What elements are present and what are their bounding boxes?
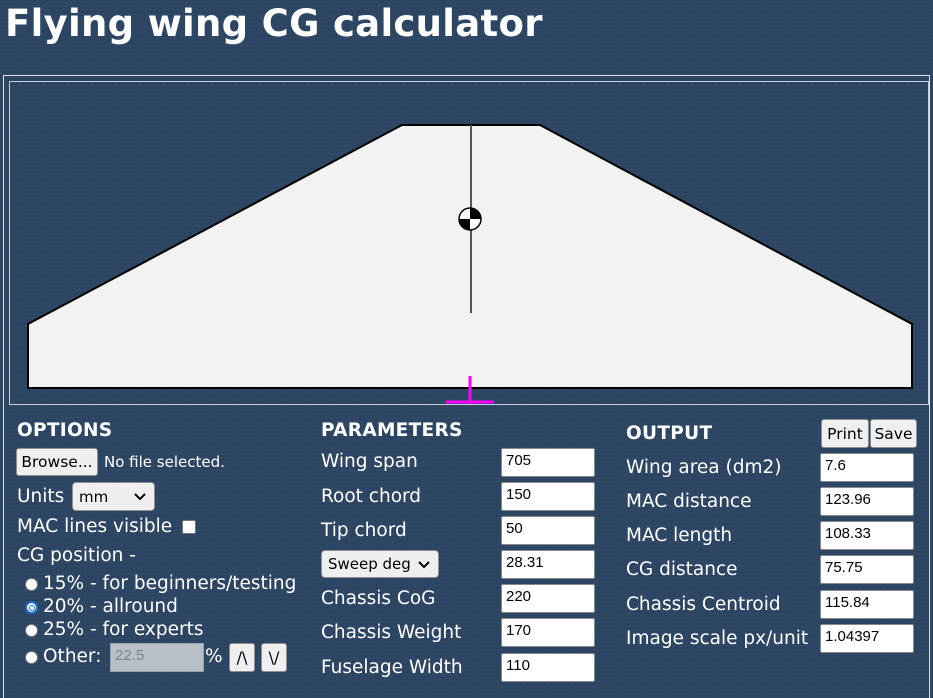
sweep-select-label: Sweep deg <box>328 555 411 573</box>
wing-span-input[interactable]: 705 <box>501 448 595 477</box>
fuselage-width-input[interactable]: 110 <box>501 653 595 682</box>
cg-radio-other[interactable] <box>25 651 38 664</box>
cg-down-button[interactable]: \/ <box>261 643 287 672</box>
chassis-cog-label: Chassis CoG <box>321 588 436 609</box>
tip-chord-input[interactable]: 50 <box>501 516 595 545</box>
mac-lines-label: MAC lines visible <box>17 516 173 537</box>
wing-drawing <box>27 124 913 404</box>
root-chord-input[interactable]: 150 <box>501 482 595 511</box>
cg-marker-icon <box>458 207 482 231</box>
cg-option-other-label: Other: <box>43 646 102 667</box>
chassis-centroid-output[interactable]: 115.84 <box>820 590 914 619</box>
wing-canvas <box>9 81 929 405</box>
save-button[interactable]: Save <box>870 419 917 448</box>
mac-length-label: MAC length <box>626 525 733 546</box>
image-scale-output[interactable]: 1.04397 <box>820 624 914 653</box>
units-select-value: mm <box>79 487 109 506</box>
chassis-weight-input[interactable]: 170 <box>501 618 595 647</box>
chassis-weight-label: Chassis Weight <box>321 622 462 643</box>
wing-area-output[interactable]: 7.6 <box>820 453 914 482</box>
fuselage-width-label: Fuselage Width <box>321 657 463 678</box>
cg-radio-15[interactable] <box>25 578 38 591</box>
units-label: Units <box>17 486 65 507</box>
print-button[interactable]: Print <box>821 419 869 448</box>
cg-distance-output[interactable]: 75.75 <box>820 555 914 584</box>
content-frame <box>3 75 930 698</box>
output-heading: OUTPUT <box>626 423 713 444</box>
percent-symbol: % <box>205 646 223 667</box>
cg-other-input[interactable]: 22.5 <box>110 643 204 672</box>
mac-lines-checkbox[interactable] <box>182 520 196 534</box>
mac-length-output[interactable]: 108.33 <box>820 521 914 550</box>
cg-distance-label: CG distance <box>626 559 738 580</box>
mac-distance-output[interactable]: 123.96 <box>820 487 914 516</box>
parameters-heading: PARAMETERS <box>321 420 463 441</box>
sweep-input[interactable]: 28.31 <box>501 550 595 579</box>
wing-span-label: Wing span <box>321 451 418 472</box>
cg-up-button[interactable]: /\ <box>229 643 255 672</box>
chevron-down-icon <box>418 561 430 569</box>
wing-area-label: Wing area (dm2) <box>626 457 782 478</box>
cg-position-label: CG position - <box>17 545 136 566</box>
chassis-centroid-marker <box>446 376 494 404</box>
cg-option-20-label: 20% - allround <box>43 596 178 617</box>
cg-option-25-label: 25% - for experts <box>43 619 204 640</box>
chassis-cog-input[interactable]: 220 <box>501 584 595 613</box>
units-select[interactable]: mm <box>72 482 155 511</box>
root-chord-label: Root chord <box>321 486 422 507</box>
options-heading: OPTIONS <box>17 420 113 441</box>
sweep-select[interactable]: Sweep deg <box>321 550 439 578</box>
cg-radio-20[interactable] <box>25 601 38 614</box>
page-title: Flying wing CG calculator <box>5 2 543 45</box>
file-status: No file selected. <box>104 453 225 471</box>
tip-chord-label: Tip chord <box>321 520 407 541</box>
chassis-centroid-label: Chassis Centroid <box>626 594 781 615</box>
image-scale-label: Image scale px/unit <box>626 628 809 649</box>
mac-distance-label: MAC distance <box>626 491 752 512</box>
chevron-down-icon <box>134 493 146 501</box>
cg-radio-25[interactable] <box>25 624 38 637</box>
browse-button[interactable]: Browse... <box>16 448 98 476</box>
cg-option-15-label: 15% - for beginners/testing <box>43 573 297 594</box>
